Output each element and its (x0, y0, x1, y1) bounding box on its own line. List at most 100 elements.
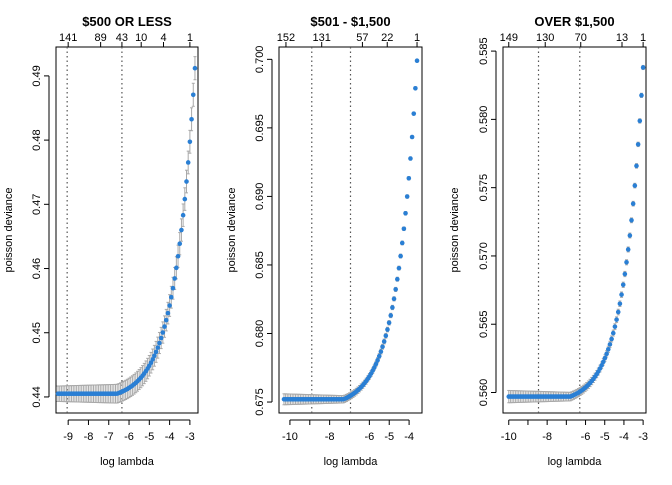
y-tick-label: 0.45 (31, 322, 43, 343)
y-axis-label: poisson deviance (449, 187, 461, 272)
data-point (192, 65, 198, 71)
x-tick-label: -6 (364, 431, 374, 443)
data-point (167, 303, 172, 308)
data-point (619, 292, 624, 297)
top-tick-label: 4 (160, 32, 166, 44)
data-point (610, 330, 616, 336)
plot-frame (502, 46, 647, 414)
data-point (640, 65, 646, 70)
x-tick-label: -8 (325, 431, 335, 443)
data-point (162, 324, 167, 329)
data-point (182, 196, 188, 202)
top-tick-label: 43 (116, 32, 128, 44)
data-point (627, 233, 633, 238)
top-tick-label: 141 (59, 32, 77, 44)
data-point (617, 301, 623, 307)
x-tick-label: -7 (104, 431, 114, 443)
data-point (620, 282, 626, 288)
top-tick-label: 13 (616, 32, 628, 44)
data-point (163, 317, 169, 323)
x-tick-label: -3 (185, 431, 195, 443)
data-point (411, 111, 417, 116)
chart-panel-2: $501 - $1,500 -10 -8 -6 -5 -4 log lambda 152 131… (226, 14, 423, 468)
data-point (185, 160, 191, 165)
y-tick-label: 0.47 (31, 194, 43, 215)
top-tick-label: 149 (500, 32, 518, 44)
data-point (624, 259, 629, 265)
y-tick-label: 0.46 (31, 258, 43, 279)
x-tick-label: -5 (144, 431, 154, 443)
data-point (605, 347, 611, 352)
x-tick-label: -4 (404, 431, 414, 443)
data-point (157, 340, 162, 346)
data-point (629, 217, 634, 223)
top-tick-label: 131 (313, 32, 331, 44)
y-tick-label: 0.585 (478, 37, 490, 65)
y-tick-label: 0.580 (478, 106, 490, 134)
data-point (180, 212, 186, 218)
data-point (601, 359, 606, 365)
y-tick-label: 0.44 (31, 386, 43, 407)
x-tick-label: -6 (124, 431, 134, 443)
data-point (615, 309, 621, 315)
x-tick-label: -8 (542, 431, 552, 443)
data-point (408, 156, 413, 161)
top-tick-label: 130 (536, 32, 554, 44)
x-tick-label: -4 (619, 431, 629, 443)
data-point (413, 85, 418, 91)
plot-frame (55, 46, 199, 414)
data-point (158, 335, 164, 341)
data-point (373, 361, 379, 367)
x-axis-label: log lambda (324, 456, 379, 468)
data-point (609, 336, 614, 342)
data-point (390, 305, 395, 310)
data-point (376, 353, 382, 359)
x-tick-label: -10 (282, 431, 298, 443)
data-point (153, 349, 159, 355)
x-axis-label: log lambda (100, 456, 155, 468)
x-axis-label: log lambda (548, 456, 603, 468)
data-point (152, 353, 157, 359)
data-point (170, 285, 176, 291)
data-point (168, 294, 174, 300)
y-axis-label: poisson deviance (226, 187, 238, 272)
data-point (391, 296, 397, 302)
data-point (625, 247, 631, 252)
data-point (612, 324, 618, 329)
data-point (380, 344, 385, 350)
chart-title: $500 OR LESS (82, 14, 172, 29)
data-point (398, 253, 403, 259)
top-tick-label: 57 (356, 32, 368, 44)
data-point (401, 226, 407, 232)
data-point (635, 142, 641, 147)
y-tick-label: 0.565 (478, 310, 490, 338)
top-tick-label: 152 (277, 32, 295, 44)
y-tick-label: 0.700 (254, 46, 266, 74)
x-tick-label: -10 (501, 431, 517, 443)
data-point (622, 271, 628, 277)
y-tick-label: 0.48 (31, 129, 43, 150)
data-point (393, 287, 398, 292)
data-point (184, 179, 189, 184)
y-tick-label: 0.570 (478, 242, 490, 270)
data-point (632, 183, 638, 188)
y-tick-label: 0.680 (254, 320, 266, 348)
data-point (174, 265, 179, 271)
x-tick-label: -6 (581, 431, 591, 443)
y-tick-label: 0.560 (478, 379, 490, 407)
data-point (399, 240, 405, 246)
data-point (187, 139, 193, 145)
y-tick-label: 0.685 (254, 251, 266, 279)
data-point (599, 363, 604, 368)
data-point (614, 317, 619, 322)
y-tick-label: 0.695 (254, 114, 266, 142)
data-point (639, 93, 644, 98)
top-tick-label: 1 (640, 32, 646, 44)
top-tick-label: 1 (414, 32, 420, 44)
top-tick-label: 70 (575, 32, 587, 44)
data-point (388, 313, 394, 318)
y-tick-label: 0.675 (254, 388, 266, 416)
chart-title: $501 - $1,500 (310, 14, 390, 29)
